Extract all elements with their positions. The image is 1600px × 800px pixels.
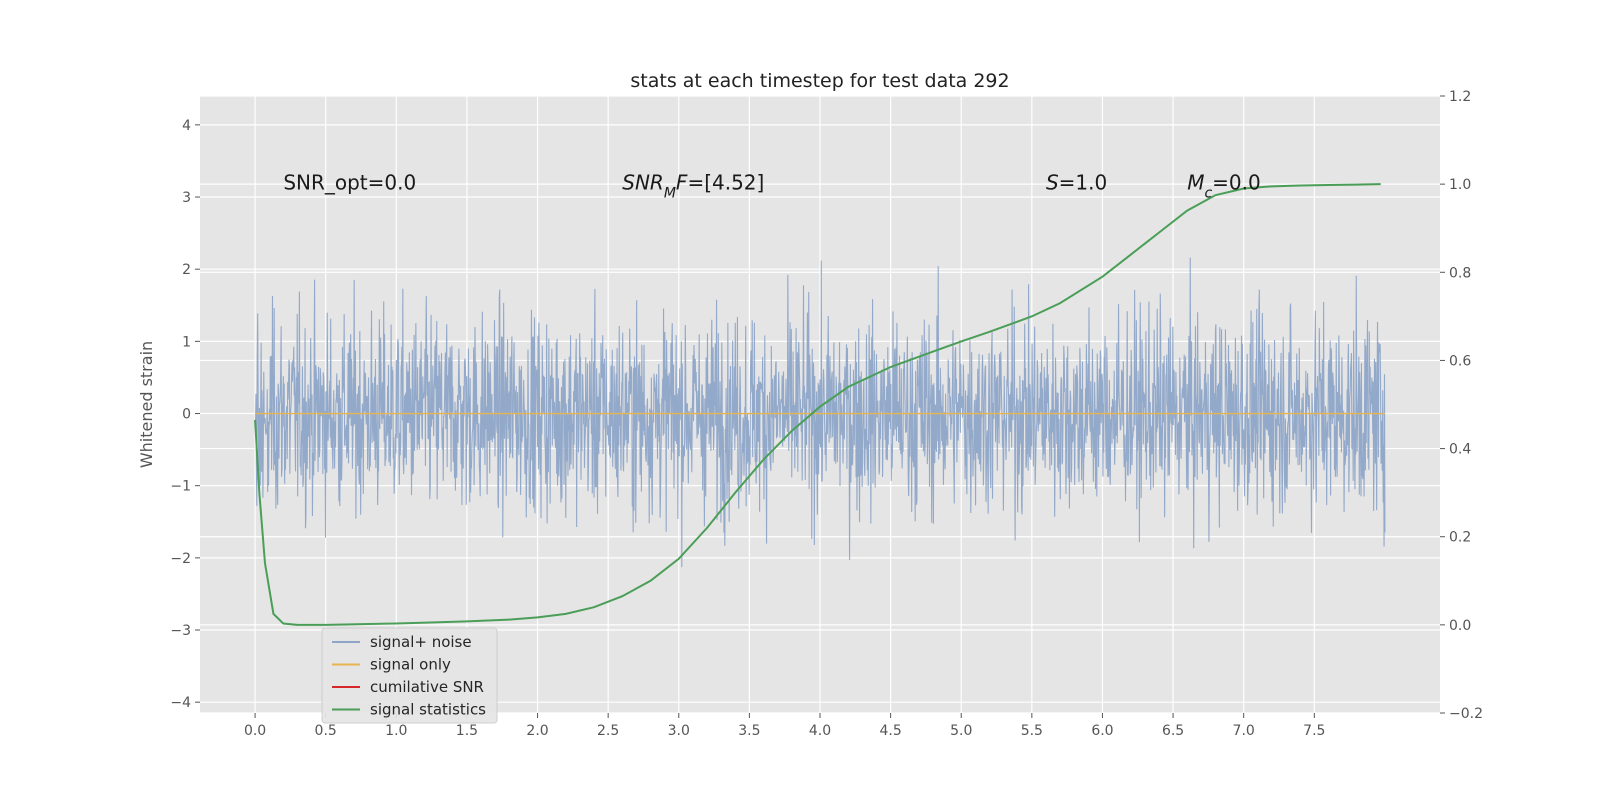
annotation-3: Mc=0.0 (1187, 171, 1261, 202)
y2-tick-label: 0.8 (1449, 265, 1471, 281)
legend-box (321, 627, 498, 724)
y2-tick-label: 1.0 (1449, 177, 1471, 193)
chart-title: stats at each timestep for test data 292 (630, 70, 1009, 92)
y-tick-label: 3 (182, 190, 191, 206)
axis-ticks: 0.0 0.5 1.0 1.5 2.0 2.5 3.0 3.5 4.0 4.5 5.0 5.5 6.0 6… (170, 89, 1483, 739)
x-tick-label: 3.0 (668, 723, 690, 739)
x-tick-label: 2.0 (526, 723, 548, 739)
noise-trace (254, 257, 1386, 568)
y2-tick-label: 0.0 (1449, 618, 1471, 634)
series-signal-noise (254, 257, 1386, 568)
y2-tick-label: 1.2 (1449, 89, 1471, 105)
x-tick-label: 2.5 (597, 723, 619, 739)
y-tick-label: −2 (170, 551, 191, 567)
x-tick-label: 1.0 (385, 723, 407, 739)
x-tick-label: 4.0 (809, 723, 831, 739)
x-tick-label: 6.0 (1091, 723, 1113, 739)
y2-tick-label: −0.2 (1449, 706, 1483, 722)
x-tick-label: 5.5 (1021, 723, 1043, 739)
annotations: SNR_opt=0.0 SNRMF=[4.52] S=1.0 Mc=0.0 (283, 171, 1260, 202)
y2-tick-label: 0.4 (1449, 442, 1471, 458)
annotation-1: SNRMF=[4.52] (622, 171, 764, 202)
y-tick-label: 4 (182, 118, 191, 134)
y2-tick-label: 0.2 (1449, 530, 1471, 546)
x-tick-label: 5.0 (950, 723, 972, 739)
legend-label: signal statistics (370, 701, 486, 719)
y-axis-label: Whitened strain (137, 341, 156, 468)
y2-tick-label: 0.6 (1449, 353, 1471, 369)
x-tick-label: 7.5 (1303, 723, 1325, 739)
y-tick-label: −1 (170, 479, 191, 495)
signal-statistics-line (254, 183, 1381, 626)
annotation-2: S=1.0 (1046, 171, 1107, 195)
y-tick-label: −3 (170, 623, 191, 639)
legend-label: signal only (370, 656, 451, 674)
x-tick-label: 0.0 (244, 723, 266, 739)
series-lines (254, 183, 1385, 626)
x-tick-label: 3.5 (738, 723, 760, 739)
x-tick-label: 0.5 (315, 723, 337, 739)
x-tick-label: 6.5 (1162, 723, 1184, 739)
legend: signal+ noise signal only cumilative SNR si… (321, 627, 498, 724)
legend-label: signal+ noise (370, 633, 472, 651)
x-tick-label: 4.5 (879, 723, 901, 739)
y-tick-label: −4 (170, 695, 191, 711)
y-tick-label: 0 (182, 407, 191, 423)
legend-label: cumilative SNR (370, 678, 484, 696)
x-tick-label: 1.5 (456, 723, 478, 739)
x-tick-label: 7.0 (1233, 723, 1255, 739)
y-tick-label: 1 (182, 334, 191, 350)
y-tick-label: 2 (182, 262, 191, 278)
annotation-0: SNR_opt=0.0 (283, 171, 416, 195)
